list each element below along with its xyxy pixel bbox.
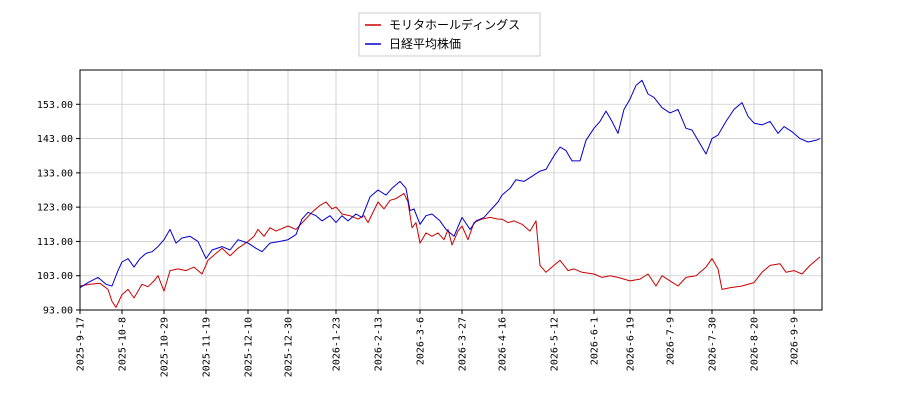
- y-tick-label: 113.00: [37, 237, 73, 248]
- y-axis-ticks: 93.00 103.00 113.00 123.00 133.00 143.00 153.0…: [37, 100, 80, 317]
- x-tick-label: 2026-7-9: [666, 317, 677, 365]
- y-tick-label: 133.00: [37, 168, 73, 179]
- legend-box: [358, 12, 541, 57]
- x-tick-label: 2026-6-1: [590, 317, 601, 365]
- legend-label-nikkei: 日経平均株価: [389, 36, 461, 51]
- x-tick-label: 2026-3-6: [416, 317, 427, 365]
- grid: [79, 70, 822, 311]
- x-tick-label: 2025-12-10: [244, 317, 255, 377]
- legend: モリタホールディングス 日経平均株価: [358, 12, 541, 57]
- series-lines: [79, 79, 821, 308]
- plot-frame: [79, 69, 823, 311]
- y-tick-label: 123.00: [37, 203, 73, 214]
- x-axis-ticks: 2025-9-17 2025-10-8 2025-10-29 2025-11-19 20…: [76, 310, 801, 377]
- x-tick-label: 2026-2-13: [374, 317, 385, 371]
- series-line-morita: [79, 192, 821, 308]
- x-tick-label: 2026-7-30: [708, 317, 719, 371]
- x-tick-label: 2026-5-12: [550, 317, 561, 371]
- y-tick-label: 93.00: [43, 306, 73, 317]
- x-tick-label: 2026-4-16: [498, 317, 509, 371]
- x-tick-label: 2026-1-23: [332, 317, 343, 371]
- y-tick-label: 103.00: [37, 271, 73, 282]
- x-tick-label: 2025-10-29: [160, 317, 171, 377]
- y-tick-label: 143.00: [37, 134, 73, 145]
- x-tick-label: 2025-10-8: [118, 317, 129, 371]
- x-tick-label: 2025-12-30: [284, 317, 295, 377]
- series-line-nikkei: [79, 79, 821, 289]
- x-tick-label: 2026-6-19: [626, 317, 637, 371]
- x-tick-label: 2025-9-17: [76, 317, 87, 371]
- y-tick-label: 153.00: [37, 100, 73, 111]
- x-tick-label: 2026-8-20: [750, 317, 761, 371]
- legend-label-morita: モリタホールディングス: [389, 17, 520, 32]
- x-tick-label: 2026-9-9: [790, 317, 801, 365]
- x-tick-label: 2026-3-27: [458, 317, 469, 371]
- x-tick-label: 2025-11-19: [202, 317, 213, 377]
